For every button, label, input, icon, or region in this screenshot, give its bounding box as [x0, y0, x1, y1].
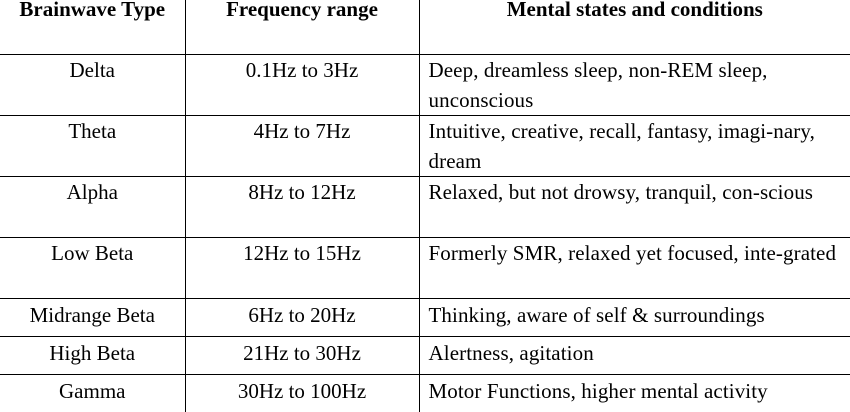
table-row: Gamma 30Hz to 100Hz Motor Functions, hig… — [0, 375, 850, 412]
brainwave-type-cell: Delta — [0, 55, 185, 116]
mental-state-cell: Deep, dreamless sleep, non-REM sleep, un… — [419, 55, 850, 116]
frequency-cell: 0.1Hz to 3Hz — [185, 55, 419, 116]
table-row: Theta 4Hz to 7Hz Intuitive, creative, re… — [0, 116, 850, 177]
brainwave-type-cell: Alpha — [0, 177, 185, 238]
table-row: High Beta 21Hz to 30Hz Alertness, agitat… — [0, 337, 850, 375]
mental-state-cell: Alertness, agitation — [419, 337, 850, 375]
mental-state-cell: Relaxed, but not drowsy, tranquil, con-s… — [419, 177, 850, 238]
table-row: Low Beta 12Hz to 15Hz Formerly SMR, rela… — [0, 238, 850, 299]
header-frequency-range: Frequency range — [185, 0, 419, 55]
brainwave-type-cell: Low Beta — [0, 238, 185, 299]
header-row: Brainwave Type Frequency range Mental st… — [0, 0, 850, 55]
brainwave-type-cell: High Beta — [0, 337, 185, 375]
brainwave-type-cell: Midrange Beta — [0, 299, 185, 337]
table-row: Alpha 8Hz to 12Hz Relaxed, but not drows… — [0, 177, 850, 238]
frequency-cell: 4Hz to 7Hz — [185, 116, 419, 177]
mental-state-cell: Thinking, aware of self & surroundings — [419, 299, 850, 337]
frequency-cell: 30Hz to 100Hz — [185, 375, 419, 412]
table-row: Midrange Beta 6Hz to 20Hz Thinking, awar… — [0, 299, 850, 337]
mental-state-cell: Formerly SMR, relaxed yet focused, inte-… — [419, 238, 850, 299]
brainwave-type-cell: Theta — [0, 116, 185, 177]
frequency-cell: 12Hz to 15Hz — [185, 238, 419, 299]
header-brainwave-type: Brainwave Type — [0, 0, 185, 55]
header-mental-states: Mental states and conditions — [419, 0, 850, 55]
frequency-cell: 21Hz to 30Hz — [185, 337, 419, 375]
table-row: Delta 0.1Hz to 3Hz Deep, dreamless sleep… — [0, 55, 850, 116]
brainwave-type-cell: Gamma — [0, 375, 185, 412]
frequency-cell: 6Hz to 20Hz — [185, 299, 419, 337]
mental-state-cell: Motor Functions, higher mental activity — [419, 375, 850, 412]
frequency-cell: 8Hz to 12Hz — [185, 177, 419, 238]
mental-state-cell: Intuitive, creative, recall, fantasy, im… — [419, 116, 850, 177]
